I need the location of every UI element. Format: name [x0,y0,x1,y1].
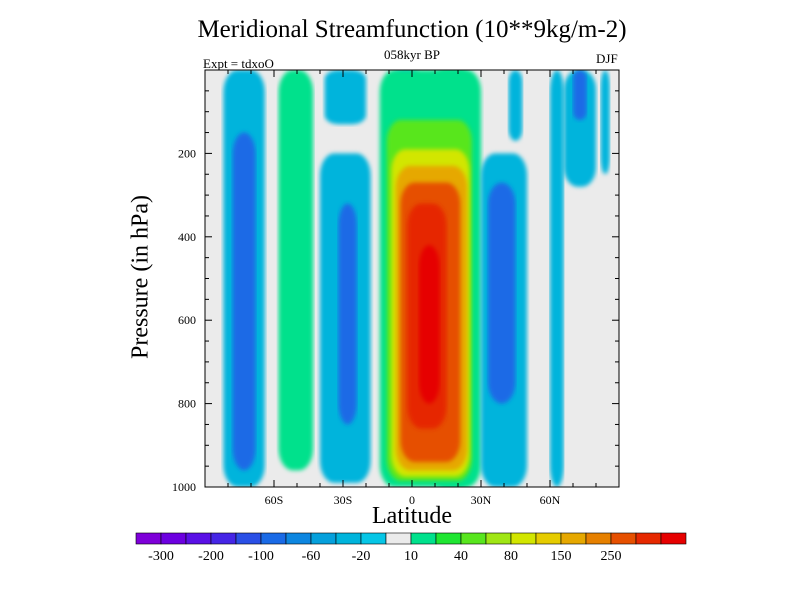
x-tick-label: 30N [471,493,492,507]
colorbar-swatch [235,532,262,545]
y-tick-label: 600 [178,313,196,327]
contour-region-19 [563,70,596,187]
colorbar-swatch [135,532,162,545]
colorbar-swatch [485,532,512,545]
chart-title: Meridional Streamfunction (10**9kg/m-2) [197,16,627,43]
colorbar-swatch [660,532,687,545]
x-axis-label: Latitude [372,503,452,529]
colorbar-swatch [285,532,312,545]
contour-region-14 [418,245,440,404]
colorbar-label: -300 [148,549,174,564]
contour-region-20 [573,70,587,121]
colorbar-swatch [510,532,537,545]
colorbar-swatch [160,532,187,545]
y-tick-label: 400 [178,230,196,244]
colorbar-label: -200 [198,549,224,564]
colorbar-label: -100 [248,549,274,564]
colorbar-label: -60 [302,549,321,564]
x-tick-label: 30S [334,493,353,507]
colorbar-swatch [560,532,587,545]
colorbar-swatch [435,532,462,545]
contour-region-1 [232,132,256,471]
contour-region-17 [508,70,523,141]
contour-region-18 [550,70,564,487]
y-tick-label: 800 [178,397,196,411]
colorbar-swatch [185,532,212,545]
colorbar-swatch [585,532,612,545]
contour-region-21 [600,70,610,175]
colorbar-swatch [535,532,562,545]
colorbar-swatch [335,532,362,545]
contour-region-16 [487,182,516,404]
contour-region-2 [278,70,314,471]
contour-region-5 [324,70,366,125]
contour-region-4 [338,203,357,425]
colorbar-swatch [410,532,437,545]
colorbar: -300 -200 -100 -60 -20 10 40 80 150 250 [135,532,687,564]
colorbar-label: 10 [404,549,418,564]
colorbar-label: -20 [352,549,371,564]
colorbar-swatch [610,532,637,545]
colorbar-label: 250 [601,549,622,564]
colorbar-swatch [210,532,237,545]
experiment-label: Expt = tdxoO [203,56,274,71]
colorbar-swatch [460,532,487,545]
colorbar-swatch [360,532,387,545]
contour-fill-layer [223,70,610,487]
colorbar-swatch [385,532,412,545]
colorbar-swatch [635,532,662,545]
colorbar-label: 150 [551,549,572,564]
season-label: DJF [596,51,618,66]
colorbar-swatch [260,532,287,545]
chart-subtitle: 058kyr BP [384,47,440,62]
colorbar-swatch [310,532,337,545]
x-tick-label: 60N [540,493,561,507]
colorbar-label: 80 [504,549,518,564]
x-tick-label: 0 [409,493,415,507]
y-tick-label: 200 [178,146,196,160]
y-axis: 200 400 600 800 1000 [172,90,619,494]
x-axis: 60S 30S 0 30N 60N [227,70,597,507]
x-tick-label: 60S [265,493,284,507]
colorbar-label: 40 [454,549,468,564]
y-tick-label: 1000 [172,480,196,494]
